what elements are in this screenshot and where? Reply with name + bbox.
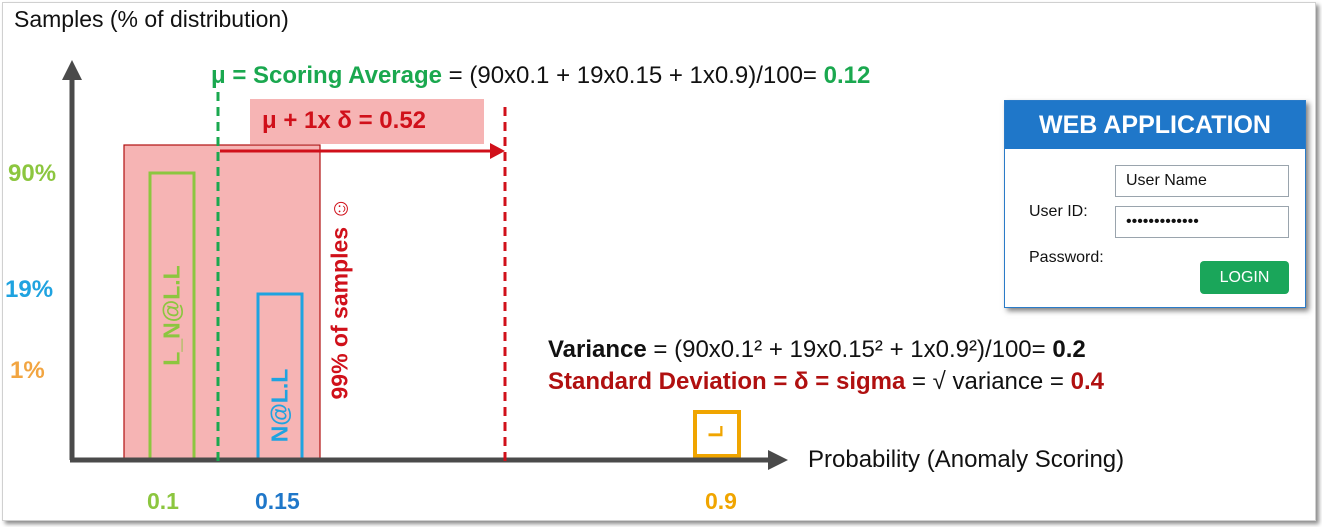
username-input[interactable]: [1115, 165, 1289, 197]
sigma-range-label: μ + 1x δ = 0.52: [262, 107, 427, 134]
coverage-label: 99% of samples ☺: [326, 197, 353, 400]
variance-formula: Variance = (90x0.1² + 19x0.15² + 1x0.9²)…: [548, 336, 1086, 364]
bar-0.9: [693, 410, 741, 458]
variance-expression: = (90x0.1² + 19x0.15² + 1x0.9²)/100=: [646, 336, 1053, 363]
x-tick-0.9: 0.9: [705, 488, 737, 514]
std-dev-expression: = √ variance =: [905, 368, 1071, 395]
sigma-arrow-head: [490, 143, 505, 159]
variance-value: 0.2: [1052, 336, 1086, 363]
y-label-1: 1%: [10, 357, 45, 384]
bar-label-0.1: L_N@L.L: [158, 265, 185, 366]
user-id-label: User ID:: [1029, 203, 1088, 220]
web-application-panel: WEB APPLICATION User ID: Password: LOGIN: [1004, 100, 1306, 308]
password-input[interactable]: [1115, 206, 1289, 238]
login-button[interactable]: LOGIN: [1200, 261, 1289, 294]
mean-value: 0.12: [823, 62, 871, 89]
y-label-19: 19%: [5, 276, 54, 303]
sigma-label-box: [250, 99, 484, 144]
bar-label-0.9: L: [705, 425, 728, 438]
mean-formula-expression: = (90x0.1 + 19x0.15 + 1x0.9)/100=: [442, 62, 824, 89]
variance-label: Variance: [548, 336, 647, 363]
x-tick-0.15: 0.15: [255, 488, 300, 514]
bar-label-0.15: N@L.L: [266, 368, 293, 443]
one-sigma-shaded-region: [123, 144, 321, 461]
mean-label: μ = Scoring Average: [211, 62, 442, 89]
y-axis-arrow: [62, 60, 82, 80]
std-dev-formula: Standard Deviation = δ = sigma = √ varia…: [548, 368, 1104, 396]
x-axis-arrow: [768, 450, 788, 470]
std-dev-label: Standard Deviation = δ = sigma: [548, 368, 906, 395]
y-axis-title: Samples (% of distribution): [14, 6, 289, 32]
mean-formula: μ = Scoring Average = (90x0.1 + 19x0.15 …: [211, 62, 870, 90]
web-application-title: WEB APPLICATION: [1005, 101, 1305, 149]
x-tick-0.1: 0.1: [147, 488, 179, 514]
std-dev-value: 0.4: [1070, 368, 1104, 395]
y-label-90: 90%: [8, 160, 57, 187]
password-label: Password:: [1029, 249, 1104, 266]
x-axis-title: Probability (Anomaly Scoring): [808, 446, 1125, 473]
